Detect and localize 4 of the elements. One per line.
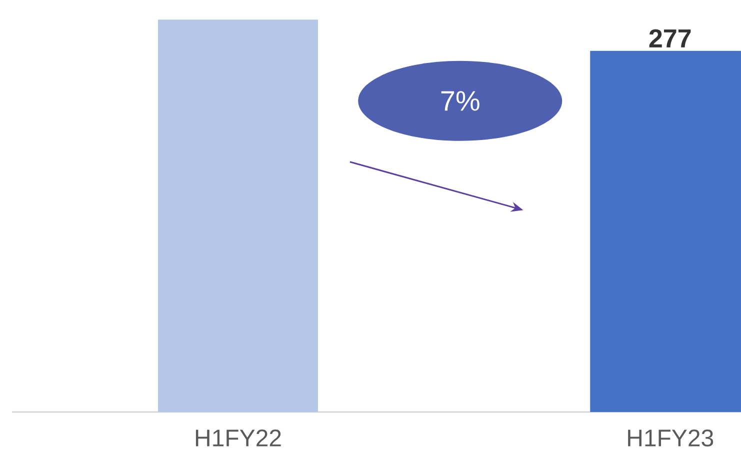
x-tick-label: H1FY23 (628, 430, 714, 447)
annotation: 7% (441, 91, 480, 111)
x-tick-label: H1FY22 (196, 430, 281, 446)
data-label: 277 (649, 29, 691, 48)
